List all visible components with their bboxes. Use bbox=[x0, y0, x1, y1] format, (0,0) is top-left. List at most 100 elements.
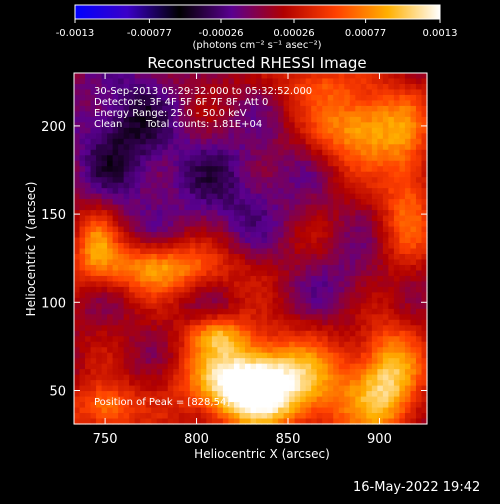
heatmap-cell bbox=[256, 352, 263, 359]
heatmap-cell bbox=[206, 286, 213, 293]
heatmap-cell bbox=[404, 292, 412, 299]
heatmap-cell bbox=[360, 221, 367, 228]
heatmap-cell bbox=[173, 210, 180, 217]
heatmap-cell bbox=[261, 259, 268, 266]
heatmap-cell bbox=[195, 144, 202, 151]
heatmap-cell bbox=[349, 319, 356, 326]
heatmap-cell bbox=[195, 248, 202, 255]
heatmap-cell bbox=[377, 336, 384, 343]
heatmap-cell bbox=[74, 232, 81, 239]
heatmap-cell bbox=[96, 171, 103, 178]
heatmap-cell bbox=[382, 111, 389, 118]
heatmap-cell bbox=[96, 111, 103, 118]
heatmap-cell bbox=[79, 275, 86, 282]
heatmap-cell bbox=[250, 204, 257, 211]
heatmap-cell bbox=[195, 341, 202, 348]
heatmap-cell bbox=[200, 127, 207, 134]
heatmap-cell bbox=[316, 396, 323, 403]
heatmap-cell bbox=[410, 297, 417, 304]
heatmap-cell bbox=[377, 127, 384, 134]
heatmap-cell bbox=[399, 341, 406, 348]
heatmap-cell bbox=[145, 303, 152, 310]
heatmap-cell bbox=[101, 363, 108, 370]
heatmap-cell bbox=[283, 303, 290, 310]
heatmap-cell bbox=[388, 413, 395, 420]
heatmap-cell bbox=[118, 380, 125, 387]
heatmap-cell bbox=[393, 94, 401, 102]
heatmap-cell bbox=[101, 259, 108, 266]
heatmap-cell bbox=[178, 347, 185, 354]
heatmap-cell bbox=[272, 325, 279, 332]
heatmap-cell bbox=[244, 100, 252, 107]
heatmap-cell bbox=[388, 127, 395, 134]
heatmap-cell bbox=[305, 144, 312, 151]
heatmap-cell bbox=[222, 83, 230, 91]
heatmap-cell bbox=[399, 73, 406, 80]
heatmap-cell bbox=[178, 83, 185, 91]
heatmap-cell bbox=[388, 160, 395, 167]
heatmap-cell bbox=[228, 138, 235, 145]
heatmap-cell bbox=[96, 221, 103, 228]
heatmap-cell bbox=[294, 204, 301, 211]
heatmap-cell bbox=[206, 199, 213, 206]
heatmap-cell bbox=[206, 193, 213, 200]
heatmap-cell bbox=[283, 177, 290, 184]
heatmap-cell bbox=[233, 144, 241, 151]
heatmap-cell bbox=[228, 171, 235, 178]
heatmap-cell bbox=[173, 149, 180, 156]
heatmap-cell bbox=[118, 149, 125, 156]
heatmap-cell bbox=[333, 396, 340, 403]
heatmap-cell bbox=[388, 111, 395, 118]
heatmap-cell bbox=[267, 385, 274, 392]
heatmap-cell bbox=[399, 407, 406, 414]
heatmap-cell bbox=[178, 177, 185, 184]
heatmap-cell bbox=[211, 347, 219, 354]
heatmap-cell bbox=[382, 127, 389, 134]
heatmap-cell bbox=[377, 78, 384, 85]
heatmap-cell bbox=[85, 122, 92, 129]
heatmap-cell bbox=[211, 94, 219, 102]
heatmap-cell bbox=[211, 122, 219, 129]
heatmap-cell bbox=[129, 243, 136, 250]
heatmap-cell bbox=[118, 402, 125, 409]
heatmap-cell bbox=[267, 149, 274, 156]
heatmap-cell bbox=[344, 275, 351, 282]
heatmap-cell bbox=[278, 111, 285, 118]
heatmap-cell bbox=[250, 166, 257, 173]
heatmap-cell bbox=[410, 402, 417, 409]
heatmap-cell bbox=[272, 259, 279, 266]
heatmap-cell bbox=[355, 199, 362, 206]
heatmap-cell bbox=[410, 248, 417, 255]
heatmap-cell bbox=[140, 138, 147, 145]
heatmap-cell bbox=[333, 94, 340, 102]
heatmap-cell bbox=[217, 215, 224, 222]
heatmap-cell bbox=[393, 177, 401, 184]
heatmap-cell bbox=[305, 243, 312, 250]
heatmap-cell bbox=[184, 281, 191, 288]
heatmap-cell bbox=[217, 133, 224, 140]
heatmap-cell bbox=[316, 89, 323, 96]
heatmap-cell bbox=[250, 358, 257, 365]
heatmap-cell bbox=[371, 391, 378, 398]
heatmap-cell bbox=[167, 171, 174, 178]
heatmap-cell bbox=[129, 418, 136, 425]
heatmap-cell bbox=[195, 188, 202, 195]
heatmap-cell bbox=[178, 308, 185, 315]
heatmap-cell bbox=[74, 155, 81, 162]
heatmap-cell bbox=[195, 215, 202, 222]
heatmap-cell bbox=[344, 292, 351, 299]
heatmap-cell bbox=[393, 78, 401, 85]
heatmap-cell bbox=[404, 171, 412, 178]
heatmap-cell bbox=[344, 248, 351, 255]
heatmap-cell bbox=[96, 369, 103, 376]
heatmap-cell bbox=[129, 177, 136, 184]
heatmap-cell bbox=[217, 182, 224, 189]
heatmap-cell bbox=[377, 105, 384, 112]
heatmap-cell bbox=[239, 243, 246, 250]
heatmap-cell bbox=[355, 418, 362, 425]
heatmap-cell bbox=[222, 116, 230, 123]
heatmap-cell bbox=[206, 413, 213, 420]
heatmap-cell bbox=[327, 89, 334, 96]
heatmap-cell bbox=[294, 83, 301, 91]
heatmap-cell bbox=[233, 281, 241, 288]
